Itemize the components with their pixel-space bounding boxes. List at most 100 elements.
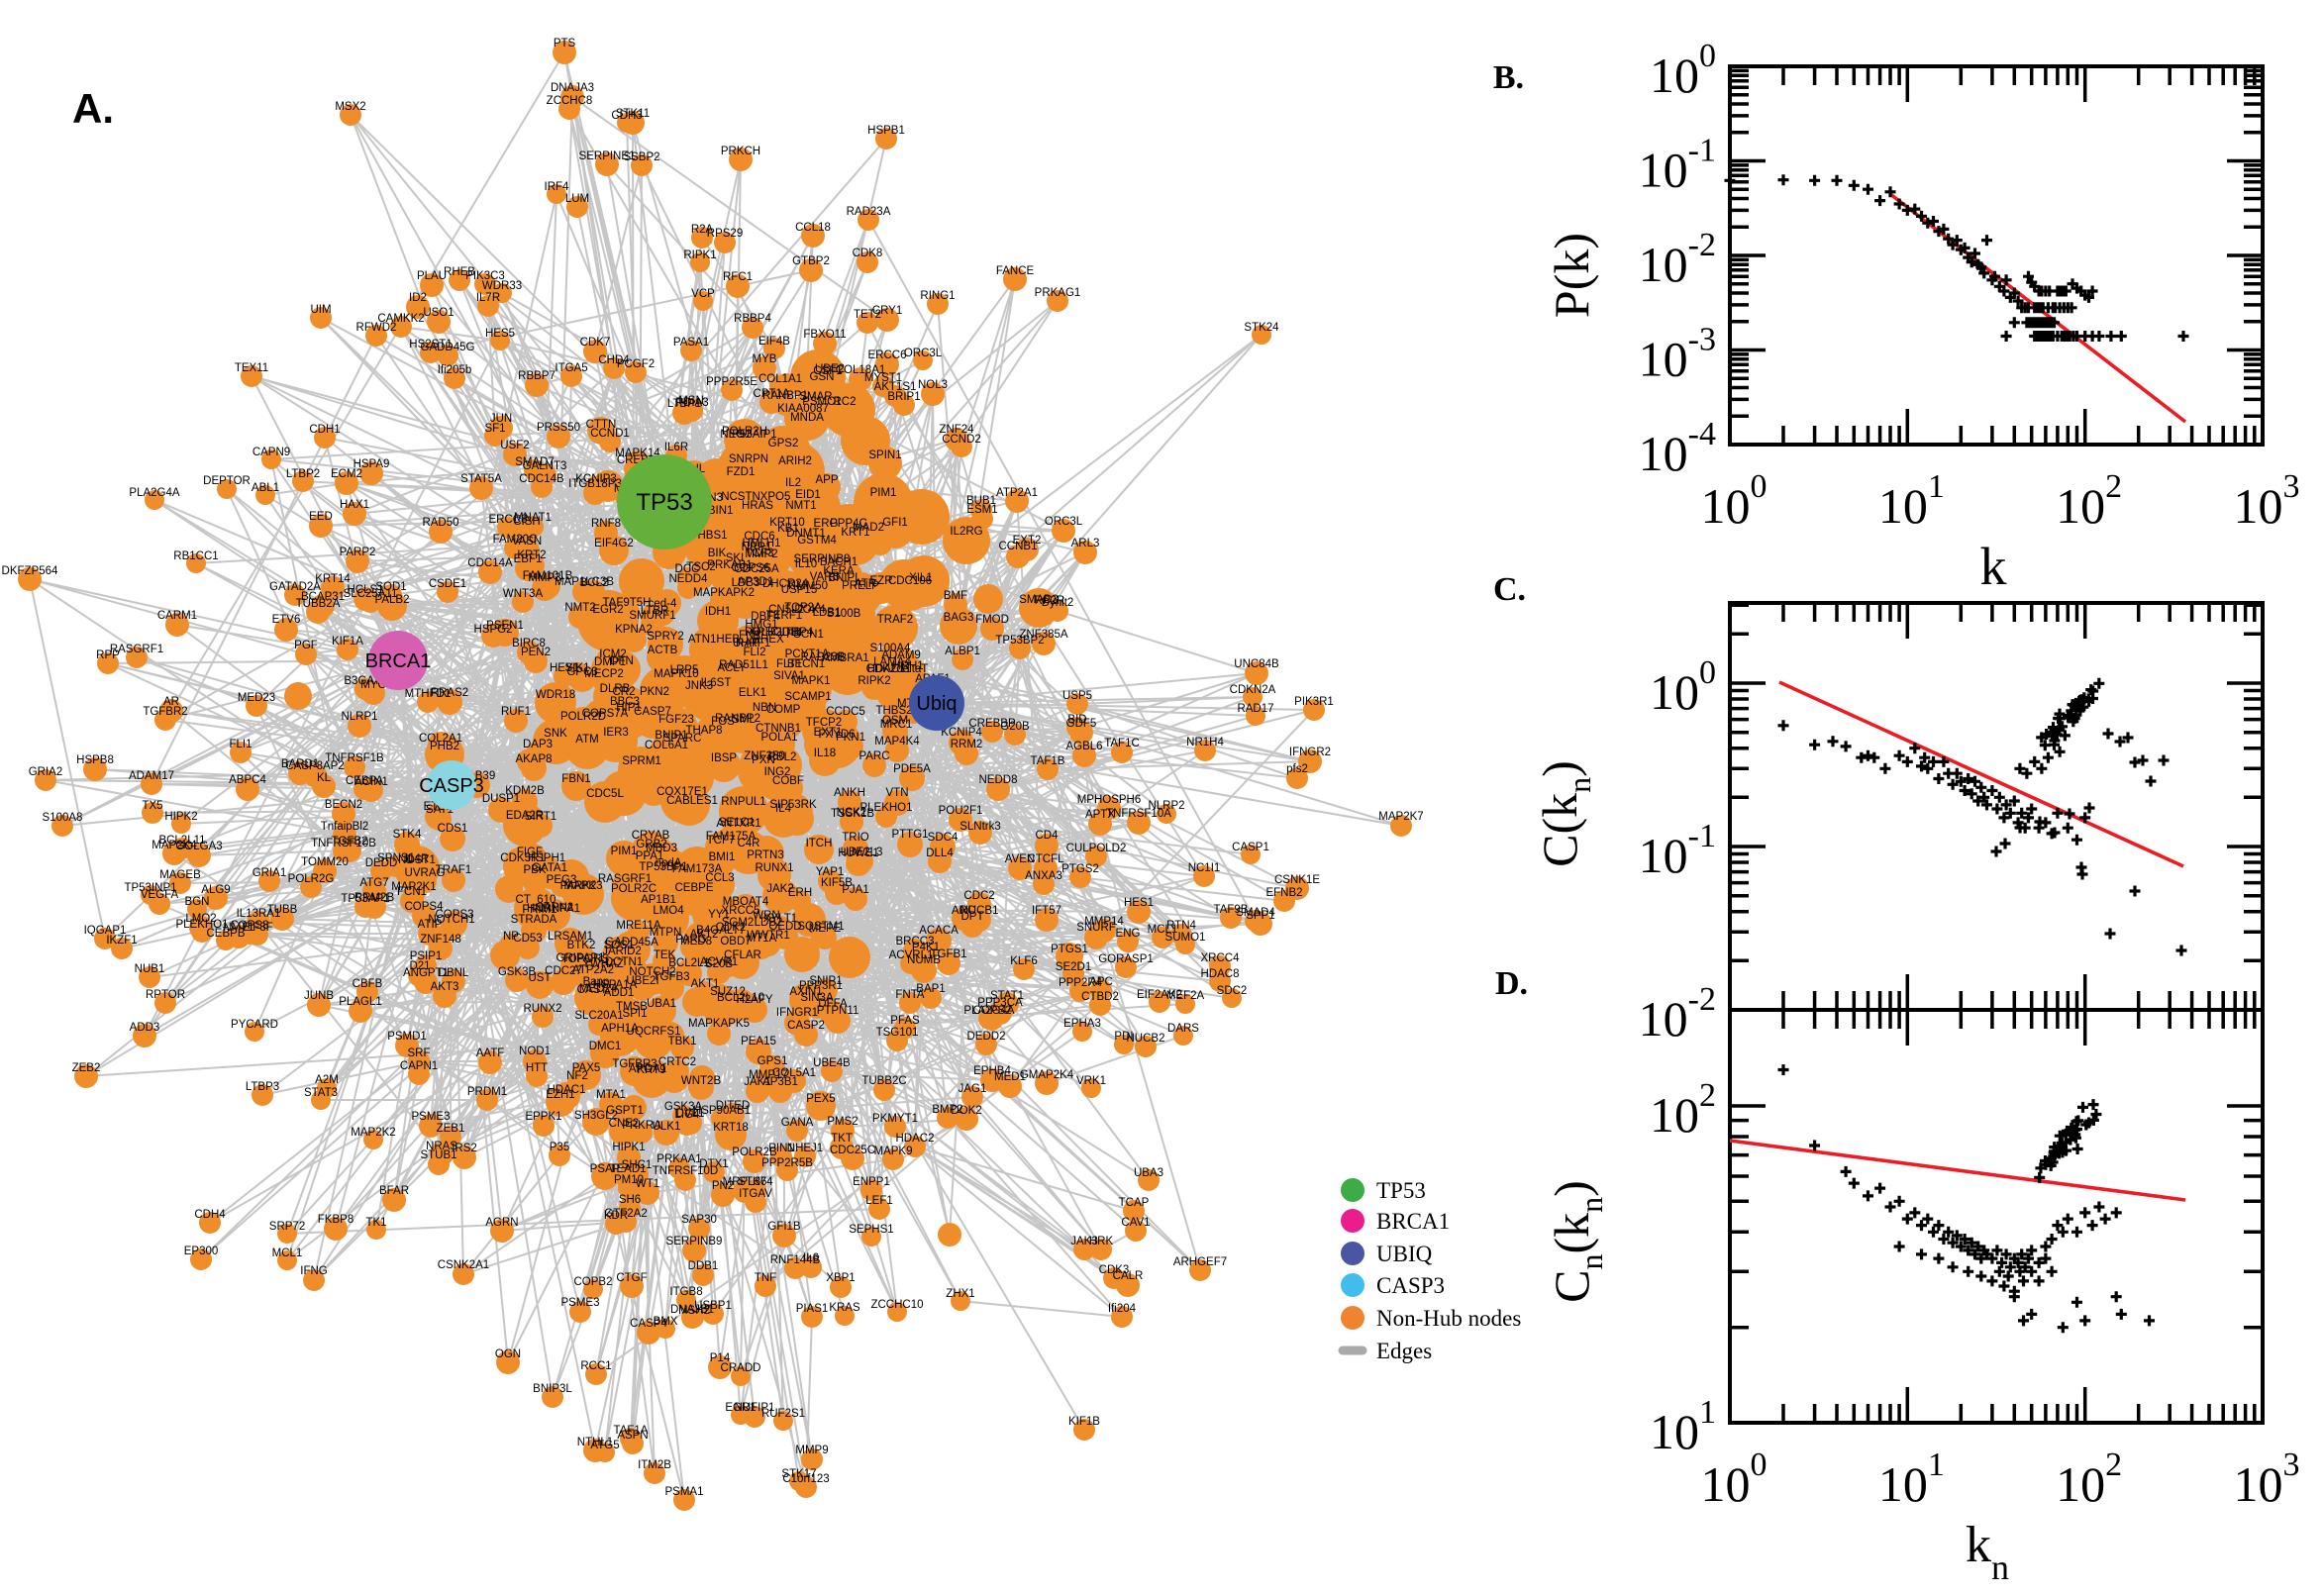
- svg-text:BBC3: BBC3: [610, 696, 640, 708]
- svg-text:HUWE1: HUWE1: [838, 848, 879, 859]
- svg-text:GPC3: GPC3: [566, 666, 597, 678]
- svg-text:BIRC8: BIRC8: [512, 638, 546, 649]
- svg-text:DFFA: DFFA: [818, 998, 848, 1010]
- svg-text:ACVRL1: ACVRL1: [889, 949, 934, 961]
- svg-text:COBF: COBF: [772, 775, 804, 787]
- svg-text:POU2F1: POU2F1: [939, 805, 983, 817]
- svg-text:FAM101B: FAM101B: [523, 570, 573, 582]
- svg-text:GATA1: GATA1: [532, 862, 567, 874]
- svg-text:ARHGEF7: ARHGEF7: [1173, 1256, 1227, 1268]
- svg-text:DHCR24: DHCR24: [762, 578, 809, 590]
- svg-text:USO1: USO1: [423, 307, 454, 319]
- svg-text:VASN: VASN: [512, 536, 542, 548]
- svg-text:CASP3: CASP3: [419, 775, 484, 797]
- svg-text:KB1: KB1: [777, 523, 799, 535]
- svg-text:RANBP1: RANBP1: [762, 390, 808, 402]
- svg-text:KRT1: KRT1: [841, 527, 869, 539]
- svg-text:OBD7: OBD7: [720, 936, 751, 948]
- svg-text:GRB2: GRB2: [636, 839, 666, 850]
- svg-text:BECN1: BECN1: [787, 658, 825, 670]
- svg-text:TRAF1: TRAF1: [436, 864, 471, 876]
- svg-text:DCC: DCC: [675, 563, 700, 575]
- svg-text:SMAD3: SMAD3: [1019, 594, 1059, 606]
- svg-text:BCAP31: BCAP31: [301, 591, 345, 603]
- svg-text:MRC1: MRC1: [880, 719, 913, 731]
- svg-text:HCLS1: HCLS1: [347, 584, 383, 596]
- svg-text:SERPINB9: SERPINB9: [666, 1236, 723, 1247]
- svg-text:APP: APP: [815, 474, 838, 486]
- svg-text:CALR: CALR: [1113, 1270, 1144, 1282]
- svg-text:MMP3: MMP3: [528, 572, 560, 584]
- svg-text:PARC: PARC: [858, 750, 889, 762]
- svg-text:ULK1: ULK1: [653, 1121, 681, 1133]
- svg-text:CAV1: CAV1: [1121, 1217, 1150, 1229]
- svg-text:BMP2: BMP2: [932, 1104, 962, 1116]
- svg-text:BAG3: BAG3: [944, 612, 974, 624]
- svg-text:AP3B1: AP3B1: [762, 1076, 798, 1088]
- svg-text:MAPK14: MAPK14: [615, 448, 660, 459]
- svg-text:TOPORS: TOPORS: [561, 953, 610, 965]
- svg-text:FLT1: FLT1: [776, 658, 802, 670]
- svg-text:CASP7: CASP7: [634, 706, 671, 718]
- svg-text:HSPB8: HSPB8: [76, 754, 114, 766]
- svg-text:ETV6: ETV6: [272, 614, 301, 626]
- svg-text:PPP3R1: PPP3R1: [799, 980, 843, 992]
- svg-text:LIG4: LIG4: [675, 1109, 701, 1121]
- svg-text:DAP3: DAP3: [523, 739, 553, 750]
- svg-text:MEPE: MEPE: [809, 923, 842, 935]
- svg-text:RUF2S1: RUF2S1: [761, 1408, 805, 1420]
- svg-text:HSPA1A: HSPA1A: [593, 979, 638, 991]
- svg-text:CTTN: CTTN: [586, 419, 617, 431]
- svg-text:PRTN3: PRTN3: [747, 849, 784, 861]
- svg-text:MAP2K1: MAP2K1: [391, 881, 436, 893]
- svg-text:TP53: TP53: [636, 489, 692, 516]
- svg-text:DOK2: DOK2: [951, 1105, 981, 1117]
- svg-text:ATIP: ATIP: [418, 919, 443, 931]
- svg-text:STUB1: STUB1: [420, 1149, 456, 1161]
- svg-text:LTBP4: LTBP4: [779, 627, 814, 639]
- svg-text:IL10: IL10: [795, 558, 817, 570]
- svg-text:VEGFA: VEGFA: [141, 889, 179, 901]
- svg-text:TERF1: TERF1: [766, 610, 802, 622]
- svg-text:NEDD8: NEDD8: [979, 774, 1018, 786]
- svg-text:CDS1: CDS1: [438, 823, 468, 835]
- svg-text:RANBP2: RANBP2: [715, 713, 760, 725]
- svg-text:PRKAB1: PRKAB1: [707, 559, 752, 571]
- svg-text:AKT2: AKT2: [690, 929, 719, 941]
- svg-text:P(k): P(k): [1544, 233, 1599, 318]
- svg-text:BCL2L10: BCL2L10: [717, 992, 764, 1004]
- svg-text:VTN: VTN: [886, 787, 909, 799]
- svg-text:RING1: RING1: [920, 290, 955, 302]
- svg-text:TP53BP2: TP53BP2: [995, 635, 1044, 647]
- svg-text:TEX11: TEX11: [235, 362, 268, 374]
- svg-text:MAP2K4: MAP2K4: [152, 840, 197, 851]
- svg-text:NMT1: NMT1: [223, 922, 253, 934]
- svg-text:KDM2B: KDM2B: [505, 785, 545, 797]
- svg-text:IBSP: IBSP: [711, 752, 738, 764]
- svg-text:CISH: CISH: [513, 516, 540, 528]
- svg-text:CAST: CAST: [577, 984, 608, 996]
- svg-text:HSP90AB1: HSP90AB1: [693, 1105, 751, 1117]
- svg-text:WRN: WRN: [753, 910, 779, 922]
- svg-text:Ubiq: Ubiq: [916, 693, 957, 715]
- svg-text:DMC1: DMC1: [589, 1041, 622, 1052]
- svg-text:SCAMP1: SCAMP1: [784, 691, 831, 703]
- svg-text:BTK2: BTK2: [567, 940, 596, 951]
- svg-text:TSSK1B: TSSK1B: [831, 808, 874, 820]
- svg-text:KDR: KDR: [604, 1210, 628, 1222]
- svg-text:EXT2: EXT2: [1013, 535, 1042, 547]
- svg-text:TP53: TP53: [1376, 1178, 1426, 1203]
- svg-text:GRIA2: GRIA2: [29, 766, 63, 778]
- svg-text:AGRN: AGRN: [485, 1217, 518, 1229]
- svg-text:TRIO: TRIO: [842, 832, 869, 844]
- svg-text:PCYT1A: PCYT1A: [785, 648, 830, 660]
- svg-text:KIF1B: KIF1B: [1068, 1416, 1100, 1428]
- svg-text:TNFRSF10B: TNFRSF10B: [311, 838, 376, 849]
- svg-text:ECM2: ECM2: [331, 468, 362, 480]
- svg-text:SERPINB8: SERPINB8: [794, 553, 851, 565]
- svg-text:Banp: Banp: [583, 976, 610, 988]
- svg-text:PARK2: PARK2: [560, 880, 597, 892]
- svg-text:SQSTM1: SQSTM1: [797, 921, 844, 933]
- svg-text:ADD1: ADD1: [604, 987, 635, 999]
- svg-text:LRP5: LRP5: [670, 664, 699, 676]
